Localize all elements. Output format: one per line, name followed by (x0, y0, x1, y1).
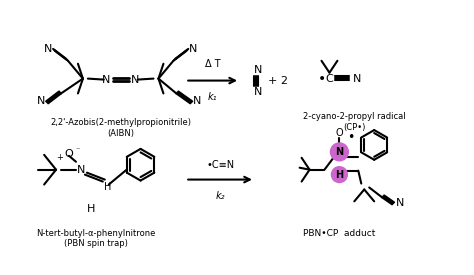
Text: •: • (347, 131, 355, 144)
Text: N: N (77, 165, 85, 175)
Text: +: + (56, 153, 63, 162)
Text: 2-cyano-2-propyl radical
(CP•): 2-cyano-2-propyl radical (CP•) (303, 112, 406, 132)
Circle shape (331, 167, 347, 183)
Text: N: N (254, 65, 262, 75)
Text: N: N (44, 44, 52, 54)
Text: Δ T: Δ T (205, 59, 220, 69)
Text: N: N (102, 75, 111, 85)
Text: H: H (335, 170, 344, 180)
Text: N: N (131, 75, 139, 85)
Text: k₁: k₁ (208, 92, 218, 103)
Circle shape (330, 143, 348, 161)
Text: N: N (193, 96, 201, 106)
Text: N: N (37, 96, 45, 106)
Text: N: N (254, 87, 262, 97)
Text: k₂: k₂ (215, 191, 225, 202)
Text: H: H (104, 182, 111, 191)
Text: N: N (396, 198, 404, 208)
Text: C: C (326, 74, 333, 84)
Text: N: N (353, 74, 362, 84)
Text: •C≡N: •C≡N (206, 160, 234, 170)
Text: ⁻: ⁻ (75, 145, 79, 154)
Text: + 2: + 2 (268, 76, 288, 86)
Text: N: N (335, 147, 344, 157)
Text: O: O (64, 149, 73, 159)
Text: •: • (318, 72, 326, 86)
Text: PBN•CP  adduct: PBN•CP adduct (303, 229, 375, 238)
Text: O: O (336, 128, 343, 138)
Text: N-tert-butyl-α-phenylnitrone
(PBN spin trap): N-tert-butyl-α-phenylnitrone (PBN spin t… (36, 229, 155, 249)
Text: H: H (87, 204, 95, 214)
Text: 2,2'-Azobis(2-methylpropionitrile)
(AIBN): 2,2'-Azobis(2-methylpropionitrile) (AIBN… (50, 118, 191, 138)
Text: N: N (189, 44, 198, 54)
